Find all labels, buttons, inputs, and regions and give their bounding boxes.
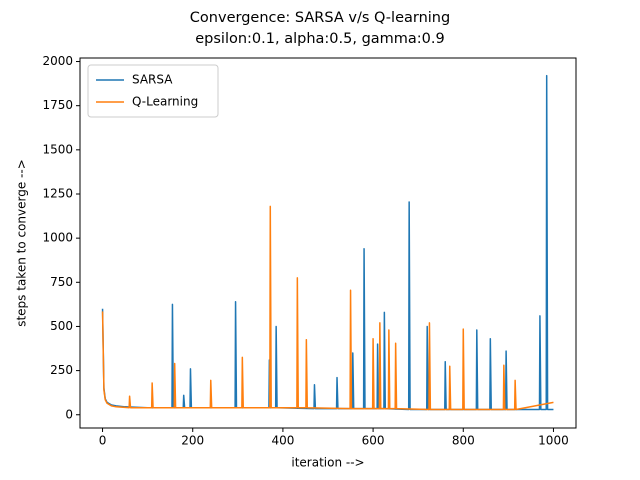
x-axis-label: iteration --> [291, 456, 364, 470]
y-axis-label: steps taken to converge --> [15, 159, 29, 327]
y-tick-label: 0 [65, 407, 73, 421]
x-tick-label: 600 [362, 434, 385, 448]
x-tick-label: 400 [271, 434, 294, 448]
line-series [101, 74, 554, 411]
legend-label: Q-Learning [132, 95, 198, 109]
y-tick-label: 250 [50, 363, 73, 377]
chart-subtitle: epsilon:0.1, alpha:0.5, gamma:0.9 [195, 31, 445, 47]
legend-label: SARSA [132, 73, 173, 87]
y-tick-label: 2000 [42, 54, 73, 68]
y-tick-label: 1250 [42, 186, 73, 200]
x-tick-label: 0 [99, 434, 107, 448]
y-tick-label: 1500 [42, 142, 73, 156]
x-tick-label: 800 [452, 434, 475, 448]
x-tick-label: 1000 [538, 434, 569, 448]
legend-box [87, 64, 219, 118]
y-tick-label: 1750 [42, 98, 73, 112]
line-series [101, 205, 554, 411]
y-tick-label: 500 [50, 319, 73, 333]
x-tick-label: 200 [181, 434, 204, 448]
y-tick-label: 750 [50, 275, 73, 289]
chart-title: Convergence: SARSA v/s Q-learning [190, 10, 450, 26]
y-tick-label: 1000 [42, 231, 73, 245]
plot-frame [79, 57, 577, 429]
